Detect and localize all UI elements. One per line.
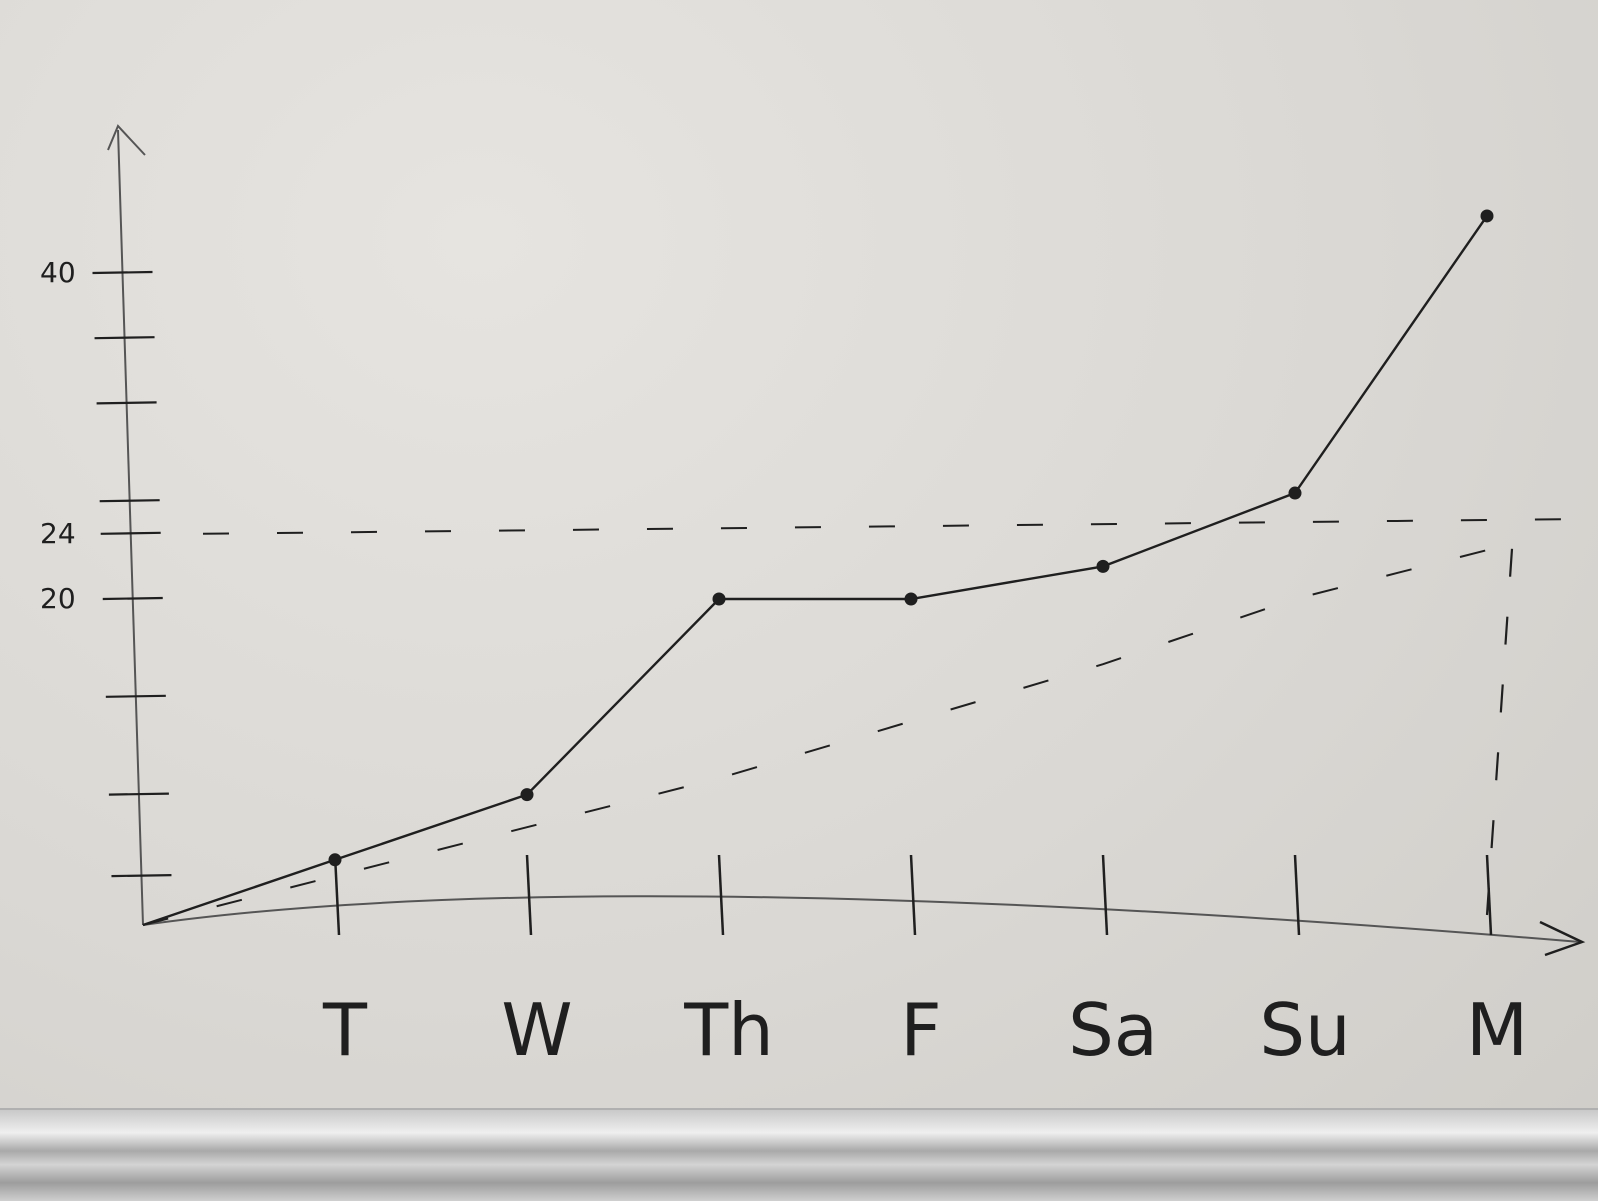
y-axis xyxy=(117,129,144,926)
y-tick xyxy=(111,874,172,878)
data-point xyxy=(712,592,726,606)
reference-line-m xyxy=(1485,548,1514,916)
y-tick xyxy=(102,596,163,601)
x-tick xyxy=(909,854,917,936)
x-tick xyxy=(717,854,725,936)
data-point xyxy=(1480,209,1494,223)
y-tick xyxy=(94,336,155,340)
y-tick-label: 20 xyxy=(40,582,76,615)
data-point xyxy=(1096,559,1110,573)
series-line-solid xyxy=(142,215,1488,927)
x-tick-label: M xyxy=(1466,988,1528,1072)
y-tick xyxy=(99,499,160,503)
x-tick-label: Th xyxy=(683,988,774,1072)
y-tick xyxy=(96,401,157,405)
x-tick-label: T xyxy=(322,988,368,1072)
x-axis-arrowhead xyxy=(1539,920,1586,957)
series-line-dashed xyxy=(142,549,1488,926)
x-tick-label: W xyxy=(501,988,572,1072)
y-tick xyxy=(108,792,169,796)
reference-line-24 xyxy=(202,517,1598,535)
x-tick-label: F xyxy=(900,988,941,1072)
x-tick xyxy=(1101,854,1109,936)
y-axis-arrowhead xyxy=(107,124,146,156)
x-axis xyxy=(142,895,1581,943)
x-tick xyxy=(1293,854,1301,936)
data-point xyxy=(328,853,342,867)
data-point xyxy=(904,592,918,606)
y-tick-label: 24 xyxy=(40,517,76,550)
x-tick xyxy=(333,854,341,936)
x-tick xyxy=(525,854,533,936)
y-tick xyxy=(100,531,161,535)
x-tick-label: Su xyxy=(1259,988,1350,1072)
data-point xyxy=(520,788,534,802)
y-tick xyxy=(92,270,153,275)
marker-tray xyxy=(0,1108,1598,1201)
x-tick-label: Sa xyxy=(1068,988,1158,1072)
y-tick-label: 40 xyxy=(40,256,76,289)
y-tick xyxy=(105,694,166,698)
data-point xyxy=(1288,486,1302,500)
